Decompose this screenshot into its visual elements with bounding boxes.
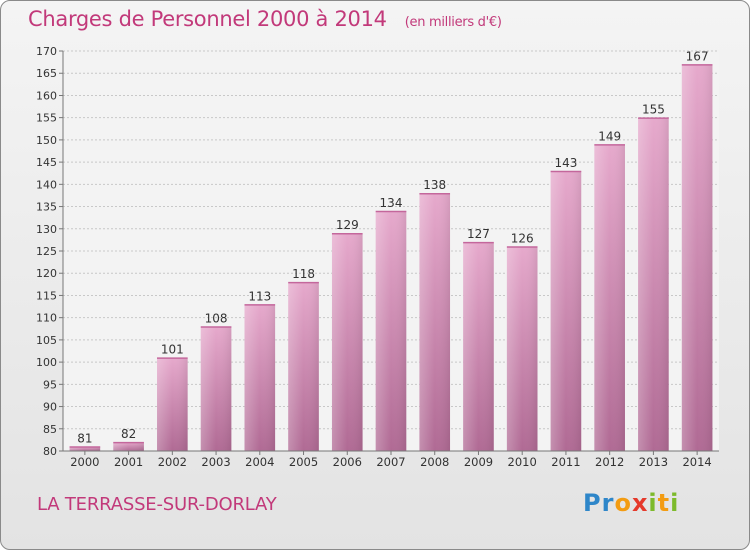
- axes: 80 85 90 95 100 105 110 115 120 125 130 135 140 145 15…: [36, 45, 719, 469]
- logo-letter: i: [648, 489, 658, 517]
- x-tick-label-2014: 2014: [682, 455, 711, 469]
- x-tick-label-2008: 2008: [420, 455, 449, 469]
- bar-shade-2006: [331, 233, 363, 451]
- data-label-2012: 149: [598, 129, 621, 143]
- bar-shade-2000: [69, 446, 101, 451]
- y-tick-label: 140: [36, 178, 57, 191]
- proxiti-logo: Proxiti: [583, 489, 679, 517]
- data-label-2005: 118: [292, 267, 315, 281]
- y-tick-label: 125: [36, 245, 57, 258]
- y-tick-label: 165: [36, 67, 57, 80]
- y-tick-label: 105: [36, 334, 57, 347]
- chart-title-text: Charges de Personnel 2000 à 2014: [28, 7, 387, 31]
- logo-letter: P: [583, 489, 602, 517]
- bar-shade-2013: [638, 117, 669, 452]
- bar-shade-2004: [244, 304, 276, 451]
- city-name: LA TERRASSE-SUR-DORLAY: [37, 494, 277, 515]
- bar-shade-2011: [550, 171, 582, 451]
- logo-letter: i: [670, 489, 680, 517]
- data-label-2004: 113: [248, 289, 271, 303]
- x-tick-label-2013: 2013: [639, 455, 668, 469]
- x-tick-label-2010: 2010: [508, 455, 537, 469]
- x-tick-label-2006: 2006: [333, 455, 362, 469]
- y-tick-label: 155: [36, 112, 57, 125]
- x-tick-label-2009: 2009: [464, 455, 493, 469]
- bar-shade-2005: [288, 282, 319, 451]
- bar-shade-2003: [200, 326, 232, 451]
- data-label-2011: 143: [554, 156, 577, 170]
- x-tick-label-2011: 2011: [551, 455, 580, 469]
- x-tick-label-2005: 2005: [289, 455, 318, 469]
- data-label-2003: 108: [205, 312, 228, 326]
- x-tick-label-2012: 2012: [595, 455, 624, 469]
- bar-shade-2009: [463, 242, 494, 451]
- data-label-2001: 82: [121, 427, 136, 441]
- y-tick-label: 170: [36, 45, 57, 58]
- chart-unit: (en milliers d'€): [404, 15, 502, 30]
- y-tick-label: 85: [43, 423, 57, 436]
- data-label-2010: 126: [511, 232, 534, 246]
- data-label-2006: 129: [336, 218, 359, 232]
- data-label-2000: 81: [77, 432, 92, 446]
- data-label-2002: 101: [161, 343, 184, 357]
- bar-shade-2007: [375, 211, 407, 451]
- bars: 81 82 101 108 113 118 129 134 138 127 126 143 149 155…: [69, 49, 713, 452]
- bar-shade-2012: [594, 144, 625, 452]
- y-tick-label: 90: [43, 401, 57, 414]
- bar-shade-2002: [157, 357, 188, 451]
- bar-shade-2010: [506, 246, 538, 451]
- y-tick-label: 115: [36, 289, 57, 302]
- x-tick-label-2007: 2007: [376, 455, 405, 469]
- y-tick-label: 135: [36, 201, 57, 214]
- logo-letter: o: [614, 489, 632, 517]
- chart-title: Charges de Personnel 2000 à 2014 (en mill…: [28, 7, 502, 31]
- bar-shade-2014: [681, 64, 713, 452]
- y-tick-label: 95: [43, 378, 57, 391]
- data-label-2009: 127: [467, 227, 490, 241]
- data-label-2013: 155: [642, 103, 665, 117]
- y-tick-label: 130: [36, 223, 57, 236]
- logo-letter: r: [601, 489, 615, 517]
- x-tick-label-2001: 2001: [114, 455, 143, 469]
- x-tick-label-2000: 2000: [70, 455, 99, 469]
- y-tick-label: 145: [36, 156, 57, 169]
- y-tick-label: 160: [36, 89, 57, 102]
- data-label-2014: 167: [686, 49, 709, 63]
- x-tick-label-2002: 2002: [158, 455, 187, 469]
- x-tick-label-2004: 2004: [245, 455, 274, 469]
- y-tick-label: 120: [36, 267, 57, 280]
- bar-shade-2008: [419, 193, 451, 451]
- data-label-2007: 134: [380, 196, 403, 210]
- logo-letter: t: [657, 489, 671, 517]
- y-tick-label: 100: [36, 356, 57, 369]
- y-tick-label: 80: [43, 445, 57, 458]
- data-label-2008: 138: [423, 178, 446, 192]
- x-tick-label-2003: 2003: [201, 455, 230, 469]
- y-tick-label: 150: [36, 134, 57, 147]
- bar-shade-2001: [113, 442, 144, 451]
- y-tick-label: 110: [36, 312, 57, 325]
- logo-letter: x: [631, 489, 649, 517]
